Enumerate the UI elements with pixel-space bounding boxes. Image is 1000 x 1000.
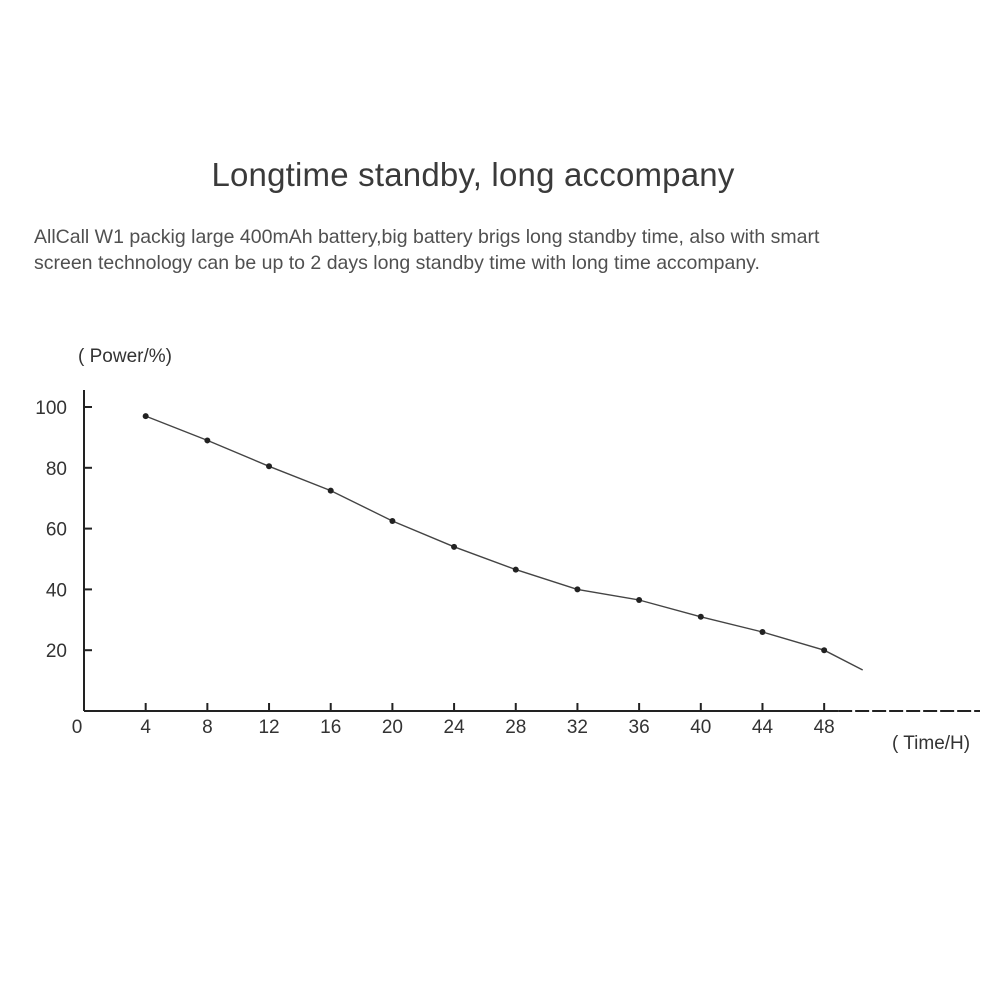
x-tick-label: 12 (258, 717, 279, 738)
description-text: AllCall W1 packig large 400mAh battery,b… (34, 224, 934, 276)
y-tick-label: 100 (35, 398, 67, 419)
y-tick-label: 20 (46, 641, 67, 662)
x-axis-label: ( Time/H) (892, 733, 970, 754)
data-point (697, 613, 704, 620)
x-tick-label: 36 (629, 717, 650, 738)
x-tick-label: 48 (814, 717, 835, 738)
x-tick-label: 40 (690, 717, 711, 738)
y-tick-label: 80 (46, 459, 67, 480)
x-tick-label: 44 (752, 717, 774, 738)
data-point (636, 597, 643, 604)
x-tick-label: 16 (320, 717, 341, 738)
data-point (389, 518, 396, 524)
description-line-2: screen technology can be up to 2 days lo… (34, 252, 760, 274)
data-point (759, 628, 766, 635)
x-tick-label: 8 (202, 717, 213, 738)
data-point (142, 413, 149, 420)
description-line-1: AllCall W1 packig large 400mAh battery,b… (34, 226, 820, 248)
x-tick-label: 32 (567, 717, 588, 738)
data-point (451, 543, 458, 550)
x-tick-label: 28 (505, 717, 526, 738)
x-tick-label: 20 (382, 717, 403, 738)
x-tick-label: 4 (140, 717, 151, 738)
y-tick-label: 40 (46, 580, 67, 601)
x-tick-label: 0 (72, 717, 83, 738)
page-title: Longtime standby, long accompany (211, 156, 735, 193)
data-point (266, 463, 273, 470)
data-point (512, 566, 519, 573)
series-line (145, 415, 864, 671)
data-point (821, 647, 828, 654)
data-point (574, 586, 581, 593)
data-point (204, 437, 211, 444)
x-tick-label: 24 (444, 717, 466, 738)
data-point (327, 487, 334, 494)
y-axis-label: ( Power/%) (78, 346, 172, 367)
y-tick-label: 60 (46, 520, 67, 541)
